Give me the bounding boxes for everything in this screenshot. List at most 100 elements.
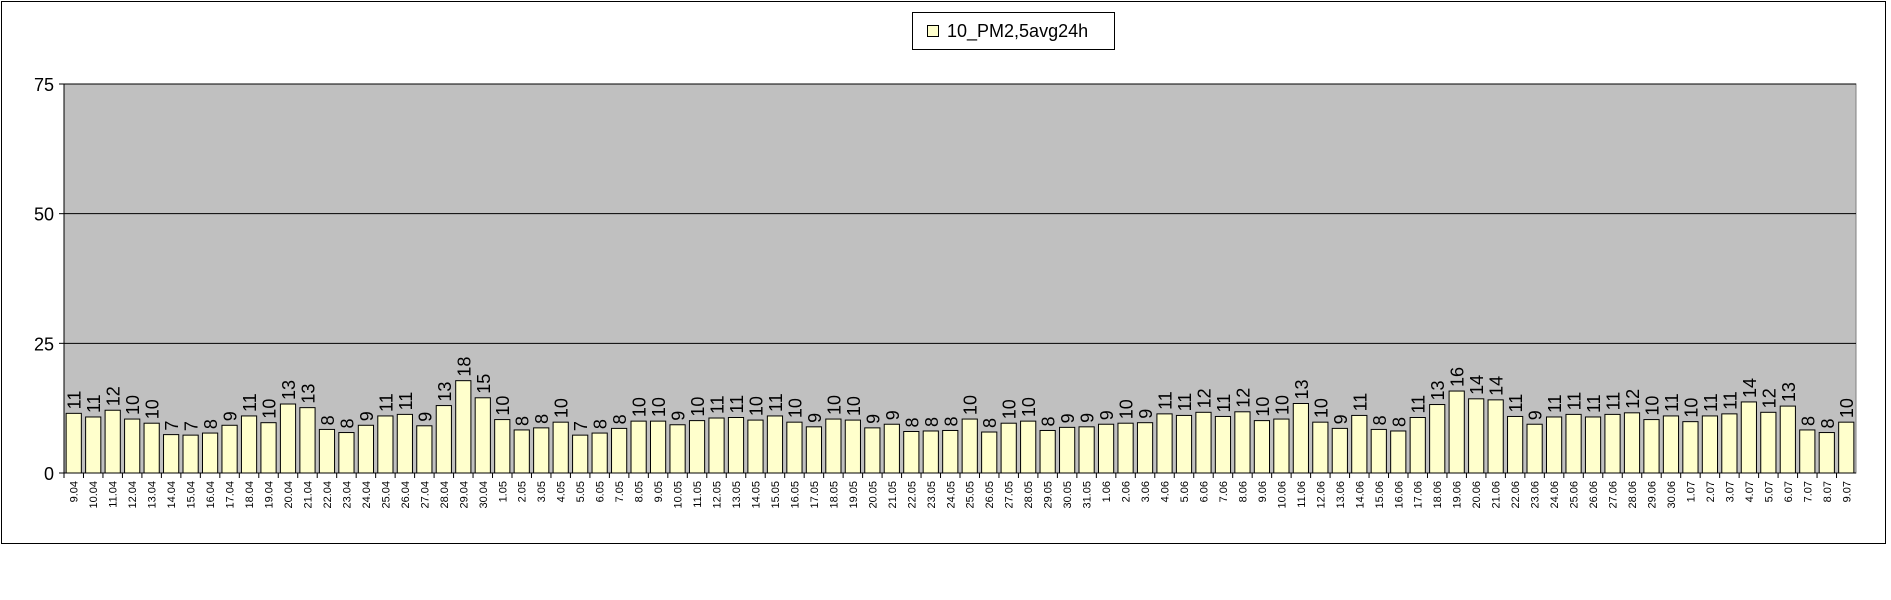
x-tick-label: 17.04 <box>225 481 237 509</box>
bar <box>1779 405 1796 474</box>
bar <box>688 420 706 474</box>
plot-background <box>63 83 1857 474</box>
data-label: 10 <box>1253 397 1273 417</box>
data-label: 10 <box>1117 399 1137 419</box>
data-label: 9 <box>1078 413 1098 423</box>
bar <box>1643 419 1660 474</box>
bar <box>1078 426 1095 474</box>
bar <box>922 430 939 474</box>
x-tick-label: 3.06 <box>1140 481 1152 502</box>
x-tick-label: 25.06 <box>1569 481 1581 509</box>
y-tick-label: 75 <box>34 75 54 95</box>
x-tick-label: 30.04 <box>478 481 490 509</box>
x-tick-label: 6.05 <box>595 481 607 502</box>
data-label: 8 <box>532 414 552 424</box>
x-tick-label: 28.05 <box>1023 481 1035 509</box>
bar <box>474 397 491 474</box>
data-label: 7 <box>571 421 591 431</box>
data-label: 11 <box>84 394 104 413</box>
x-tick-label: 9.04 <box>69 481 81 502</box>
x-tick-label: 16.05 <box>789 481 801 509</box>
bar <box>708 417 725 474</box>
x-tick-label: 7.06 <box>1218 481 1230 502</box>
bar <box>1000 422 1017 474</box>
bar <box>1253 420 1271 474</box>
bar <box>786 421 803 474</box>
bar <box>1487 399 1504 474</box>
bar <box>1020 420 1037 474</box>
x-tick-label: 27.05 <box>1004 481 1016 509</box>
x-tick-label: 9.05 <box>653 481 665 502</box>
data-label: 9 <box>221 411 241 421</box>
data-label: 12 <box>1233 388 1253 408</box>
x-tick-label: 10.06 <box>1276 481 1288 509</box>
x-tick-label: 2.05 <box>517 481 529 502</box>
x-tick-label: 8.05 <box>634 481 646 502</box>
data-label: 10 <box>260 399 280 419</box>
data-label: 11 <box>1350 393 1370 412</box>
data-label: 8 <box>1389 417 1409 427</box>
x-tick-label: 20.06 <box>1471 481 1483 509</box>
bar <box>1623 412 1641 474</box>
data-label: 8 <box>1039 416 1059 426</box>
bar <box>630 420 647 474</box>
y-tick-label: 50 <box>34 205 54 225</box>
data-label: 9 <box>1526 410 1546 420</box>
data-label: 13 <box>279 380 299 400</box>
bar <box>1390 430 1407 474</box>
data-label: 8 <box>902 417 922 427</box>
data-label: 11 <box>1701 393 1721 412</box>
bar <box>513 429 530 474</box>
data-label: 9 <box>1136 409 1156 419</box>
bar <box>903 431 920 474</box>
data-label: 9 <box>863 414 883 424</box>
data-label: 9 <box>1331 414 1351 424</box>
data-label: 8 <box>922 417 942 427</box>
legend: 10_PM2,5avg24h <box>912 12 1115 50</box>
x-tick-label: 27.06 <box>1608 481 1620 509</box>
bar <box>591 432 608 474</box>
x-tick-label: 1.07 <box>1685 481 1697 502</box>
x-tick-label: 29.04 <box>458 481 470 509</box>
bar <box>669 424 686 474</box>
x-tick-label: 4.07 <box>1744 481 1756 502</box>
x-tick-label: 16.04 <box>205 481 217 509</box>
bar <box>338 432 355 474</box>
data-label: 14 <box>1467 375 1487 395</box>
bar <box>1760 411 1777 474</box>
data-label: 14 <box>1487 376 1507 396</box>
x-tick-label: 8.07 <box>1822 481 1834 502</box>
x-tick-label: 14.06 <box>1354 481 1366 509</box>
data-label: 7 <box>162 421 182 431</box>
x-tick-label: 21.04 <box>302 481 314 509</box>
data-label: 11 <box>1662 393 1682 412</box>
bar <box>1292 402 1309 474</box>
legend-label: 10_PM2,5avg24h <box>947 20 1089 41</box>
data-label: 15 <box>474 374 494 394</box>
x-tick-label: 23.05 <box>926 481 938 509</box>
x-tick-label: 15.06 <box>1374 481 1386 509</box>
x-tick-label: 14.05 <box>750 481 762 509</box>
bar <box>124 418 141 474</box>
data-label: 10 <box>1272 395 1292 415</box>
bar <box>649 420 667 474</box>
bar <box>279 403 297 474</box>
x-tick-label: 27.04 <box>419 481 431 509</box>
data-label: 10 <box>844 396 864 416</box>
x-tick-label: 31.05 <box>1082 481 1094 509</box>
bar <box>1721 413 1738 474</box>
data-label: 14 <box>1740 378 1760 398</box>
x-tick-label: 15.04 <box>186 481 198 509</box>
bar <box>1156 413 1173 474</box>
x-tick-label: 6.06 <box>1198 481 1210 502</box>
bar <box>260 422 277 474</box>
bar <box>1701 415 1719 474</box>
x-tick-label: 25.04 <box>380 481 392 509</box>
bar <box>1565 413 1582 474</box>
bar <box>240 415 258 474</box>
bar <box>1682 421 1699 474</box>
x-tick-label: 20.04 <box>283 481 295 509</box>
bar <box>163 434 180 474</box>
x-tick-label: 18.06 <box>1432 481 1444 509</box>
